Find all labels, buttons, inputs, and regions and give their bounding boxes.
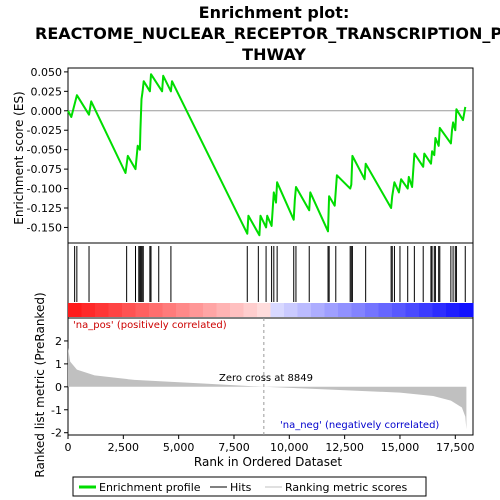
ranked-y-tick-label: 2	[55, 335, 62, 348]
es-y-tick-label: -0.150	[27, 221, 62, 234]
ranked-plot-frame	[67, 317, 474, 436]
rank-color-segment	[324, 303, 339, 317]
ranked-panel: 210-1-20 2,500 5,000 7,500 10,000 12,500 15,00…	[51, 317, 475, 454]
rank-color-segment	[95, 303, 110, 317]
es-y-tick-label: 0.000	[31, 105, 63, 118]
ranked-y-axis-label: Ranked list metric (PreRanked)	[33, 292, 47, 477]
rank-color-segment	[257, 303, 272, 317]
rank-color-segment	[270, 303, 285, 317]
x-tick-label: 7,500	[218, 441, 250, 454]
es-y-tick-label: 0.050	[31, 66, 63, 79]
es-y-tick-label: -0.075	[27, 163, 62, 176]
ranked-y-tick-label: 0	[55, 381, 62, 394]
legend: Enrichment profile Hits Ranking metric s…	[72, 476, 427, 497]
ranking-metric-area	[68, 347, 467, 430]
es-y-tick-label: -0.125	[27, 202, 62, 215]
es-panel: 0.050 0.025 0.000 -0.025 -0.050 -0.075 -0.100 -…	[27, 66, 474, 244]
pos-correlated-label: 'na_pos' (positively correlated)	[73, 320, 227, 331]
rank-color-segment	[108, 303, 123, 317]
x-tick-label: 2,500	[108, 441, 140, 454]
rank-color-segment	[459, 303, 474, 317]
chart-title-line-3: THWAY	[242, 45, 306, 64]
x-tick-label: 5,000	[163, 441, 195, 454]
rank-color-segment	[446, 303, 461, 317]
es-y-tick-label: -0.025	[27, 124, 62, 137]
neg-correlated-label: 'na_neg' (negatively correlated)	[280, 420, 439, 431]
legend-enrichment-label: Enrichment profile	[99, 481, 201, 494]
zero-cross-label: Zero cross at 8849	[219, 373, 313, 384]
rank-color-segment	[176, 303, 191, 317]
legend-hits-label: Hits	[230, 481, 252, 494]
rank-color-segment	[405, 303, 420, 317]
rank-color-segment	[297, 303, 312, 317]
chart-title-line-2: REACTOME_NUCLEAR_RECEPTOR_TRANSCRIPTION_…	[35, 24, 500, 43]
es-y-tick-label: -0.100	[27, 183, 62, 196]
es-y-tick-label: 0.025	[31, 85, 63, 98]
legend-box	[72, 476, 427, 497]
x-tick-label: 0	[65, 441, 72, 454]
hits-panel	[67, 242, 474, 319]
x-axis-label: Rank in Ordered Dataset	[194, 455, 342, 469]
rank-color-segment	[338, 303, 353, 317]
ranked-y-tick-label: 1	[55, 358, 62, 371]
rank-color-segment	[243, 303, 258, 317]
rank-color-segment	[189, 303, 204, 317]
ranked-y-tick-label: -1	[51, 404, 62, 417]
rank-color-segment	[365, 303, 380, 317]
rank-color-segment	[419, 303, 434, 317]
rank-color-segment	[432, 303, 447, 317]
rank-color-segment	[311, 303, 326, 317]
rank-color-segment	[162, 303, 177, 317]
ranked-y-tick-label: -2	[51, 427, 62, 440]
es-y-tick-label: -0.050	[27, 144, 62, 157]
enrichment-profile-line	[67, 73, 467, 237]
rank-color-segment	[81, 303, 96, 317]
x-tick-label: 12,500	[325, 441, 364, 454]
rank-color-segment	[378, 303, 393, 317]
legend-ranking-label: Ranking metric scores	[285, 481, 407, 494]
chart-title-line-1: Enrichment plot:	[199, 3, 350, 22]
x-tick-label: 17,500	[436, 441, 475, 454]
x-tick-label: 10,000	[270, 441, 309, 454]
rank-color-segment	[122, 303, 137, 317]
x-tick-label: 15,000	[381, 441, 420, 454]
rank-color-segment	[203, 303, 218, 317]
rank-color-segment	[392, 303, 407, 317]
es-y-axis-label: Enrichment score (ES)	[12, 91, 26, 224]
rank-color-segment	[68, 303, 83, 317]
rank-color-segment	[230, 303, 245, 317]
rank-color-segment	[351, 303, 366, 317]
rank-color-segment	[135, 303, 150, 317]
es-plot-frame	[67, 67, 474, 244]
rank-color-segment	[216, 303, 231, 317]
rank-color-segment	[284, 303, 299, 317]
rank-color-segment	[149, 303, 164, 317]
